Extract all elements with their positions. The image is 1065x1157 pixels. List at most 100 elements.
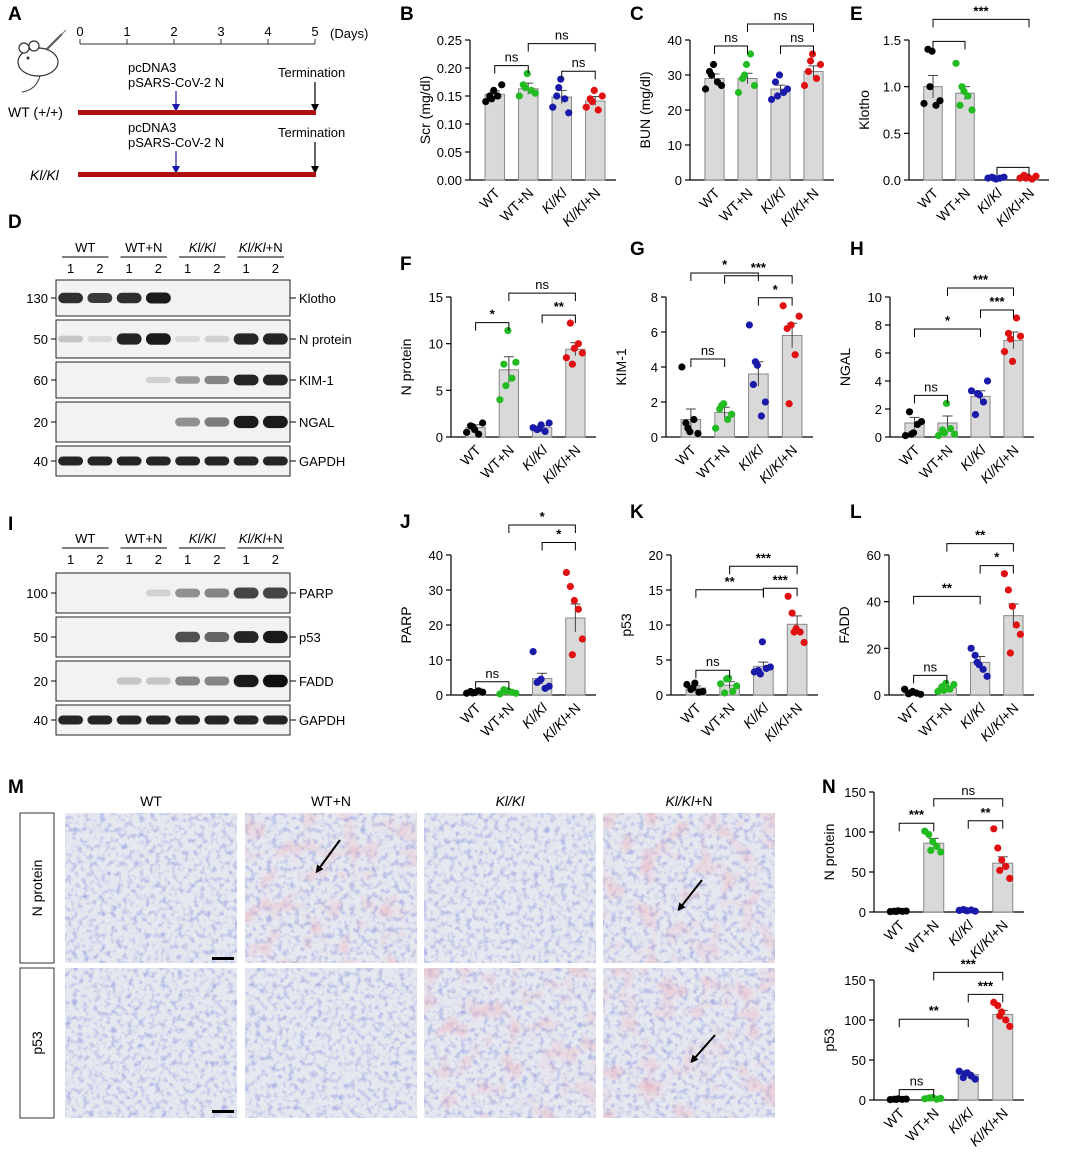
data-point [578,635,586,643]
group-label: Kl/Kl+N [966,917,1011,962]
y-tick-label: 10 [649,618,663,633]
data-point [746,50,755,58]
data-point [946,425,955,433]
y-tick-label: 0 [675,173,682,188]
band [175,588,201,598]
y-tick-label: 8 [651,290,658,305]
lane-number: 1 [243,261,250,276]
significance-bracket [979,565,1014,574]
data-point [761,398,769,406]
data-point [689,684,697,692]
data-point [927,1094,935,1102]
band [116,333,142,345]
y-tick-label: 100 [844,1013,866,1028]
mw-marker: 40 [34,454,48,469]
significance-label: * [994,550,1000,565]
data-point [902,907,910,915]
band [204,588,230,598]
data-point [901,432,910,440]
band [116,292,142,304]
data-point [804,67,813,76]
y-tick-label: 15 [649,583,663,598]
band [204,375,230,385]
significance-label: ns [910,1074,924,1089]
scale-bar [212,957,234,960]
data-point [1006,335,1015,343]
significance-label: ns [961,783,975,798]
band [262,456,288,466]
group-label: WT [696,184,723,211]
y-tick-label: 6 [651,325,658,340]
data-point [967,387,976,395]
bar [1003,615,1024,696]
significance-label: ** [725,574,736,589]
group-label-base: WT [75,240,95,255]
significance-label: ** [980,805,991,820]
significance-bracket [967,993,1004,1003]
data-point [956,101,964,109]
data-point [926,83,934,91]
y-axis-label: BUN (mg/dl) [637,71,653,148]
row-label: p53 [29,1031,45,1055]
significance-label: *** [961,956,977,971]
data-point [717,81,726,90]
y-tick-label: 1.0 [883,80,901,95]
data-point [998,856,1006,864]
data-point [973,658,981,666]
lane-number: 2 [213,261,220,276]
significance-bracket [757,297,793,306]
band [87,456,113,466]
data-point [936,97,944,105]
y-tick-label: 5 [656,653,663,668]
data-point [1006,1022,1014,1030]
data-point [942,679,950,687]
data-point [504,327,512,335]
group-label: WT+N [125,531,162,546]
data-point [1000,570,1008,578]
lane-number: 1 [126,261,133,276]
group-label: Kl/Kl+N [239,531,283,546]
band [175,335,201,343]
y-tick-label: 0.10 [437,117,462,132]
y-tick-label: 20 [649,548,663,563]
data-point [463,428,471,436]
panel-letter-D: D [8,212,22,233]
significance-label: *** [751,260,767,275]
group-label: WT+N [915,700,955,740]
significance-bracket [508,524,576,533]
data-point [937,848,945,856]
data-point [566,319,574,327]
y-tick-label: 10 [429,653,443,668]
group-label-base: Kl/Kl [239,531,267,546]
data-point [512,358,520,366]
mw-marker: 20 [34,415,48,430]
plasmid-label-1: pcDNA3 [128,120,176,135]
arrow-marker [677,879,703,912]
data-point [690,415,698,424]
data-point [1016,630,1024,638]
stain-texture [424,968,596,1118]
lane-number: 1 [67,552,74,567]
group-label: Kl/Kl+N [239,240,283,255]
group-label: WT [672,441,699,468]
band [262,333,288,345]
y-tick-label: 4 [875,374,882,389]
y-tick-label: 150 [844,785,866,800]
y-axis-label: PARP [398,606,414,643]
group-label: WT+N [693,442,733,482]
data-point [932,101,940,109]
data-point [788,609,796,617]
data-point [892,907,900,916]
y-axis-label: N protein [398,339,414,396]
data-point [555,84,563,92]
significance-label: *** [973,3,989,18]
mw-marker: 20 [34,674,48,689]
data-point [928,47,936,55]
significance-label: ns [505,50,519,65]
data-point [952,59,960,67]
band [58,292,84,304]
significance-label: ** [554,299,565,314]
significance-label: *** [989,294,1005,309]
